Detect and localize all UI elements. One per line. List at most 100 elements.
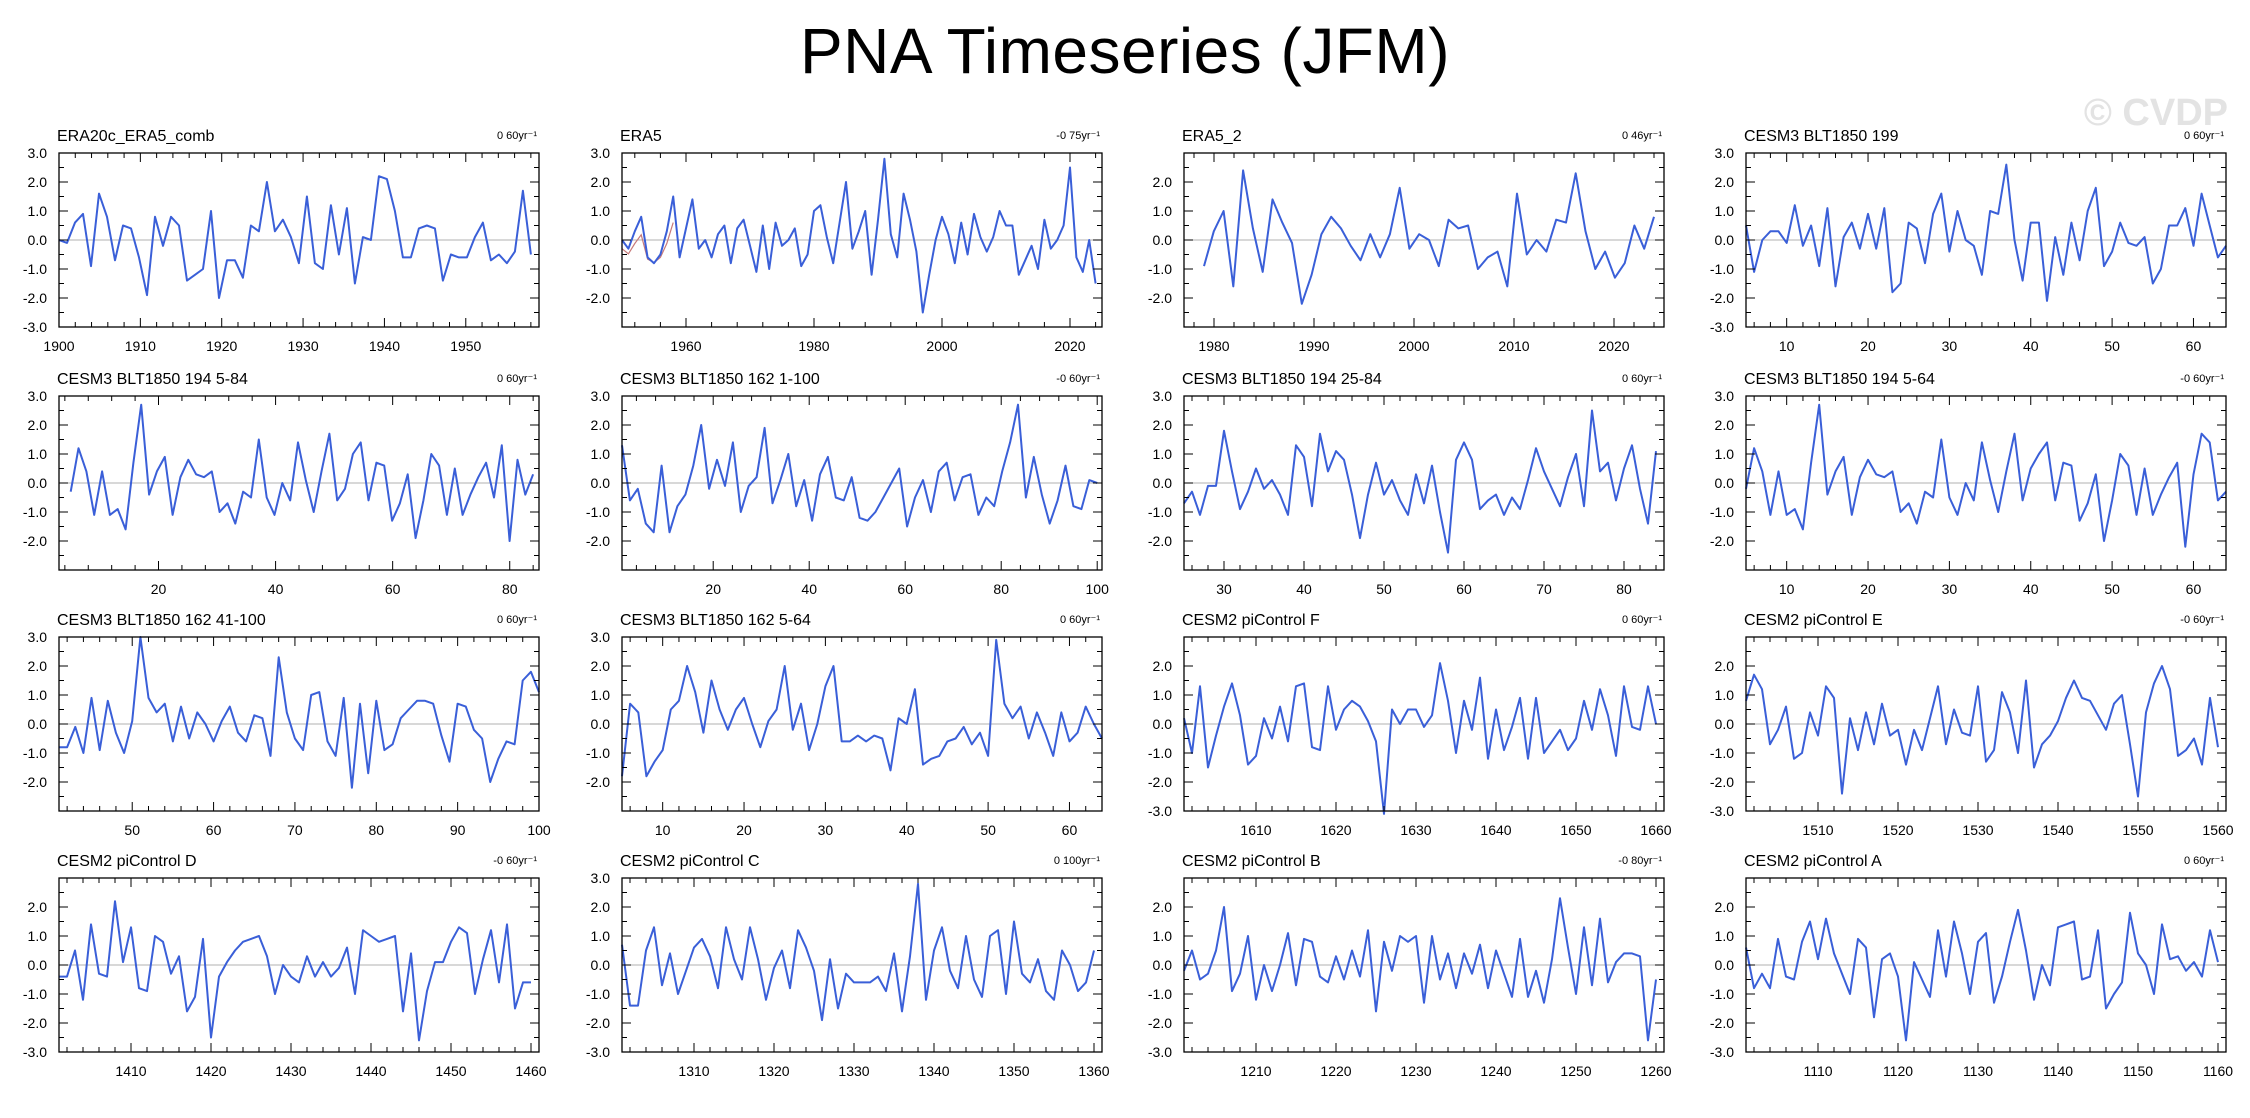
x-tick-label: 10 [1779, 581, 1795, 597]
x-tick-label: 1120 [1883, 1063, 1913, 1079]
y-tick-label: 1.0 [1715, 446, 1735, 462]
y-tick-label: 2.0 [28, 174, 48, 190]
y-tick-label: -2.0 [23, 290, 47, 306]
y-tick-label: 0.0 [1153, 475, 1173, 491]
x-tick-label: 2010 [1498, 338, 1529, 354]
y-tick-label: 3.0 [1715, 145, 1735, 161]
y-tick-label: -2.0 [1710, 533, 1734, 549]
series-line [1745, 665, 2219, 798]
y-tick-label: 1.0 [28, 687, 48, 703]
panel-title: CESM2 piControl F [1182, 612, 1320, 629]
panel-title: CESM2 piControl B [1182, 853, 1321, 870]
y-tick-label: -3.0 [1710, 319, 1734, 335]
y-tick-label: 1.0 [28, 928, 48, 944]
y-tick-label: -2.0 [1148, 533, 1172, 549]
y-tick-label: 0.0 [591, 957, 611, 973]
y-tick-label: 0.0 [28, 716, 48, 732]
panel-title: CESM2 piControl D [57, 853, 197, 870]
y-tick-label: 1.0 [28, 446, 48, 462]
x-tick-label: 50 [980, 822, 996, 838]
y-tick-label: 0.0 [1715, 957, 1735, 973]
trend-label: 0 100yr⁻¹ [1054, 855, 1100, 867]
y-tick-label: -2.0 [23, 774, 47, 790]
y-tick-label: -1.0 [23, 261, 47, 277]
y-tick-label: -1.0 [23, 504, 47, 520]
trend-label: 0 60yr⁻¹ [2184, 130, 2224, 142]
y-tick-label: -2.0 [1710, 290, 1734, 306]
page-title: PNA Timeseries (JFM) [799, 15, 1451, 87]
y-tick-label: -1.0 [1710, 745, 1734, 761]
x-tick-label: 1910 [125, 338, 156, 354]
x-tick-label: 30 [1942, 581, 1958, 597]
x-tick-label: 1340 [918, 1063, 949, 1079]
y-tick-label: 2.0 [591, 899, 611, 915]
series-line [1183, 662, 1657, 815]
y-tick-label: -2.0 [1148, 290, 1172, 306]
y-tick-label: 2.0 [1153, 899, 1173, 915]
chart-panel: CESM3 BLT1850 162 1-100 -0 60yr⁻¹ 3.0 2.0 1.… [586, 371, 1109, 597]
y-tick-label: -1.0 [1710, 504, 1734, 520]
x-tick-label: 80 [993, 581, 1009, 597]
x-tick-label: 1540 [2042, 822, 2073, 838]
y-tick-label: -2.0 [1148, 1015, 1172, 1031]
x-tick-label: 2020 [1598, 338, 1629, 354]
series-line [621, 403, 1098, 534]
x-tick-label: 30 [1216, 581, 1232, 597]
x-tick-label: 80 [1616, 581, 1632, 597]
x-tick-label: 40 [2023, 581, 2039, 597]
panel-title: ERA20c_ERA5_comb [57, 128, 215, 145]
x-tick-label: 1640 [1480, 822, 1511, 838]
y-tick-label: 3.0 [28, 388, 48, 404]
y-tick-label: 1.0 [1715, 687, 1735, 703]
chart-panel: CESM2 piControl D -0 60yr⁻¹ 2.0 1.0 0.0 -1.0 -… [23, 853, 547, 1079]
y-tick-label: -2.0 [586, 774, 610, 790]
x-tick-label: 1530 [1962, 822, 1993, 838]
trend-label: -0 75yr⁻¹ [1056, 130, 1100, 142]
x-tick-label: 1220 [1320, 1063, 1351, 1079]
y-tick-label: -2.0 [586, 533, 610, 549]
panel-title: CESM3 BLT1850 162 41-100 [57, 612, 266, 629]
y-tick-label: -1.0 [586, 504, 610, 520]
y-tick-label: 0.0 [1153, 957, 1173, 973]
x-tick-label: 1940 [369, 338, 400, 354]
x-tick-label: 1620 [1320, 822, 1351, 838]
series-line [1183, 897, 1657, 1042]
x-tick-label: 1980 [798, 338, 829, 354]
y-tick-label: 3.0 [591, 629, 611, 645]
y-tick-label: -1.0 [1710, 986, 1734, 1002]
y-tick-label: 1.0 [1153, 687, 1173, 703]
x-tick-label: 80 [502, 581, 518, 597]
y-tick-label: 3.0 [1715, 388, 1735, 404]
x-tick-label: 50 [2104, 338, 2120, 354]
y-tick-label: 3.0 [591, 145, 611, 161]
y-tick-label: -2.0 [1710, 774, 1734, 790]
trend-label: -0 60yr⁻¹ [493, 855, 537, 867]
cvdp-watermark: © CVDP [2083, 92, 2228, 134]
chart-panel: CESM3 BLT1850 194 25-84 0 60yr⁻¹ 3.0 2.0 1.0… [1148, 371, 1665, 597]
series-line [69, 403, 535, 542]
chart-panel: CESM2 piControl C 0 100yr⁻¹ 3.0 2.0 1.0 0.0 -1… [586, 853, 1110, 1079]
x-tick-label: 40 [801, 581, 817, 597]
x-tick-label: 1130 [1963, 1063, 1993, 1079]
x-tick-label: 1450 [435, 1063, 466, 1079]
y-tick-label: 0.0 [591, 716, 611, 732]
y-tick-label: 2.0 [1153, 174, 1173, 190]
x-tick-label: 2020 [1054, 338, 1085, 354]
y-tick-label: 1.0 [591, 446, 611, 462]
y-tick-label: -1.0 [1710, 261, 1734, 277]
y-tick-label: 1.0 [591, 687, 611, 703]
x-tick-label: 1320 [758, 1063, 789, 1079]
y-tick-label: -2.0 [586, 290, 610, 306]
x-tick-label: 2000 [1398, 338, 1429, 354]
x-tick-label: 100 [527, 822, 551, 838]
y-tick-label: 0.0 [1715, 716, 1735, 732]
series-line [1183, 409, 1657, 554]
chart-panel: ERA20c_ERA5_comb 0 60yr⁻¹ 3.0 2.0 1.0 0.0 -1.0… [23, 128, 540, 354]
chart-panel: CESM3 BLT1850 199 0 60yr⁻¹ 3.0 2.0 1.0 0.0 -1.… [1710, 128, 2227, 354]
y-tick-label: 1.0 [591, 203, 611, 219]
y-tick-label: 0.0 [1153, 232, 1173, 248]
x-tick-label: 20 [736, 822, 752, 838]
y-tick-label: 1.0 [1153, 928, 1173, 944]
x-tick-label: 1420 [195, 1063, 226, 1079]
x-tick-label: 90 [450, 822, 466, 838]
